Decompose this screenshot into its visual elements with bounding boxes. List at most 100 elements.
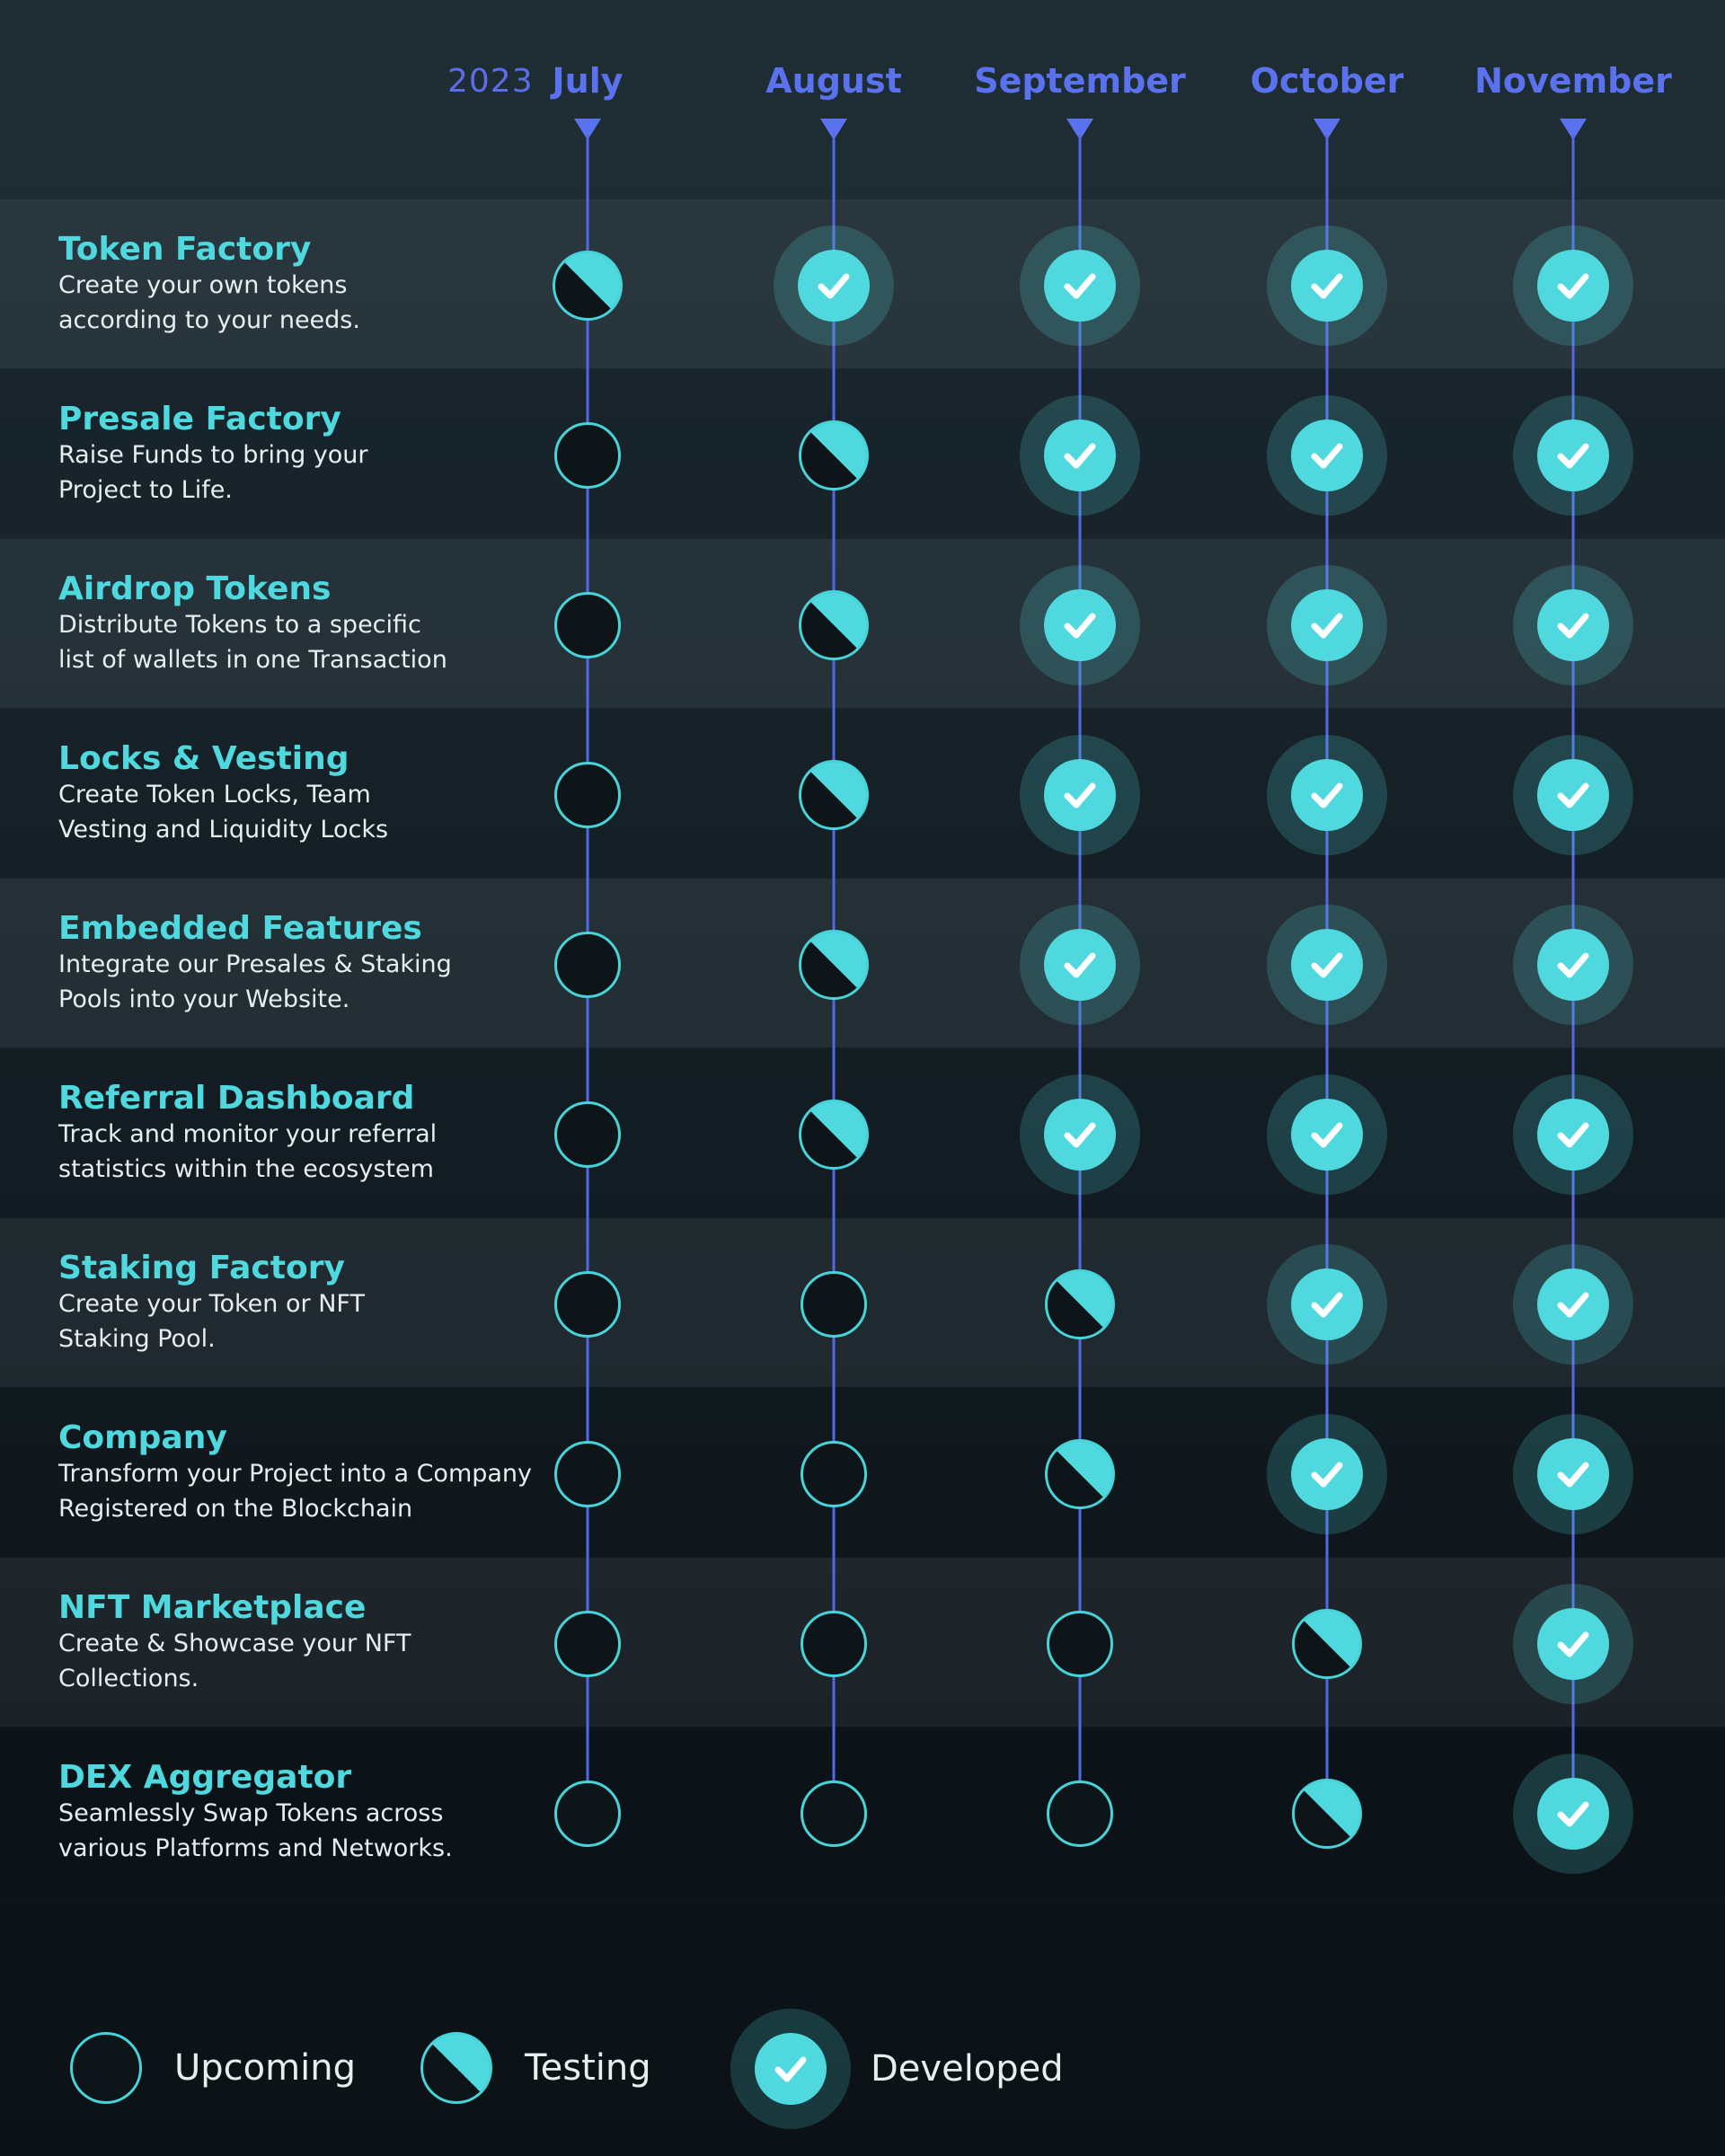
upcoming-status-shape (801, 1780, 867, 1847)
feature-description-line: Integrate our Presales & Staking (58, 950, 452, 978)
upcoming-status-icon (1047, 1611, 1113, 1677)
testing-status-shape (799, 590, 869, 660)
check-icon (1557, 1631, 1589, 1657)
upcoming-status-icon (801, 1611, 867, 1677)
upcoming-status-shape (554, 1271, 621, 1338)
check-icon (1557, 1462, 1589, 1488)
upcoming-status-shape (554, 1441, 621, 1507)
developed-status-icon (1267, 1074, 1387, 1195)
testing-status-icon (1045, 1269, 1115, 1339)
developed-status-shape (1513, 1754, 1633, 1874)
feature-description-line: Vesting and Liquidity Locks (58, 816, 389, 844)
check-icon (774, 2056, 807, 2082)
check-icon (1311, 1462, 1343, 1488)
developed-status-icon (1020, 735, 1140, 855)
check-icon (818, 273, 850, 299)
feature-description-line: Create Token Locks, Team (58, 781, 371, 808)
testing-status-shape (553, 251, 623, 321)
legend-upcoming: Upcoming (70, 2032, 356, 2104)
developed-status-icon (1267, 565, 1387, 685)
upcoming-status-shape (554, 1611, 621, 1677)
developed-status-shape (1267, 1074, 1387, 1195)
feature-description-line: various Platforms and Networks. (58, 1834, 453, 1862)
feature-description-line: Create your own tokens (58, 271, 348, 299)
testing-status-shape (1292, 1779, 1362, 1849)
developed-status-shape (1020, 735, 1140, 855)
upcoming-status-icon (554, 1271, 621, 1338)
upcoming-status-shape (554, 592, 621, 658)
upcoming-status-shape (1047, 1780, 1113, 1847)
testing-status-icon (420, 2032, 492, 2104)
feature-description-line: according to your needs. (58, 306, 360, 334)
developed-status-icon (1020, 905, 1140, 1025)
developed-status-shape (1267, 735, 1387, 855)
upcoming-status-icon (554, 1611, 621, 1677)
developed-status-shape (1020, 905, 1140, 1025)
testing-status-icon (799, 420, 869, 490)
developed-status-icon (1513, 1244, 1633, 1365)
check-icon (1311, 952, 1343, 978)
developed-status-icon (1513, 565, 1633, 685)
developed-status-shape (774, 225, 894, 346)
check-icon (1557, 613, 1589, 639)
developed-status-shape (1267, 225, 1387, 346)
testing-status-icon (799, 930, 869, 1000)
check-icon (1311, 273, 1343, 299)
developed-status-icon (1513, 395, 1633, 516)
feature-description-line: Create & Showcase your NFT (58, 1630, 411, 1657)
upcoming-status-icon (554, 1441, 621, 1507)
legend-testing: Testing (420, 2032, 651, 2104)
upcoming-status-shape (554, 762, 621, 828)
feature-title: NFT Marketplace (58, 1589, 367, 1626)
testing-status-shape (799, 1100, 869, 1170)
developed-status-shape (1267, 565, 1387, 685)
feature-description-line: list of wallets in one Transaction (58, 646, 447, 674)
feature-description-line: Collections. (58, 1665, 199, 1692)
developed-status-icon (1020, 1074, 1140, 1195)
month-label-august: August (765, 61, 902, 101)
upcoming-status-shape (1047, 1611, 1113, 1677)
developed-status-shape (1513, 565, 1633, 685)
developed-status-shape (1267, 395, 1387, 516)
developed-status-icon (1267, 735, 1387, 855)
feature-title: Referral Dashboard (58, 1080, 415, 1117)
upcoming-status-icon (801, 1780, 867, 1847)
developed-status-shape (1513, 735, 1633, 855)
developed-status-shape (1513, 1414, 1633, 1534)
check-icon (1311, 1122, 1343, 1148)
check-icon (1064, 613, 1096, 639)
developed-status-icon (1267, 905, 1387, 1025)
upcoming-status-icon (554, 1101, 621, 1168)
upcoming-status-shape (554, 1101, 621, 1168)
developed-status-shape (1267, 1414, 1387, 1534)
upcoming-status-icon (554, 1780, 621, 1847)
developed-status-shape (1513, 1584, 1633, 1704)
year-label: 2023 (447, 63, 534, 100)
developed-status-icon (1513, 735, 1633, 855)
upcoming-status-shape (801, 1441, 867, 1507)
developed-status-icon (1513, 1074, 1633, 1195)
feature-title: Presale Factory (58, 401, 341, 437)
developed-status-icon (1267, 1414, 1387, 1534)
feature-description-line: Project to Life. (58, 476, 233, 504)
feature-description-line: Pools into your Website. (58, 985, 350, 1013)
feature-title: DEX Aggregator (58, 1759, 352, 1796)
testing-status-icon (1292, 1609, 1362, 1679)
check-icon (1064, 273, 1096, 299)
developed-status-shape (1020, 225, 1140, 346)
testing-status-shape (799, 420, 869, 490)
developed-status-icon (774, 225, 894, 346)
month-label-september: September (974, 61, 1186, 101)
testing-status-shape (1045, 1439, 1115, 1509)
check-icon (1311, 613, 1343, 639)
developed-status-shape (1513, 905, 1633, 1025)
testing-status-shape (799, 930, 869, 1000)
month-label-july: July (552, 61, 624, 101)
testing-status-icon (799, 590, 869, 660)
upcoming-status-icon (801, 1271, 867, 1338)
testing-status-icon (1292, 1779, 1362, 1849)
feature-description-line: statistics within the ecosystem (58, 1155, 434, 1183)
check-icon (1311, 782, 1343, 808)
upcoming-status-icon (70, 2032, 142, 2104)
